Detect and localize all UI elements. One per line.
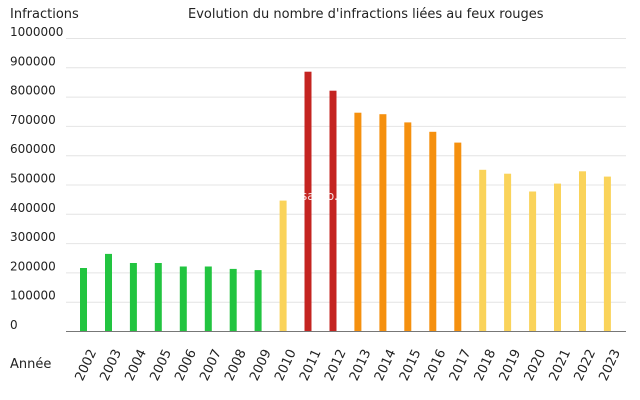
x-tick-label: 2020 (522, 347, 550, 383)
x-tick-label: 2006 (172, 347, 200, 383)
bar (105, 253, 112, 331)
y-tick-label: 600000 (10, 142, 56, 156)
y-tick-label: 300000 (10, 230, 56, 244)
y-tick-label: 800000 (10, 84, 56, 98)
x-tick-label: 2023 (596, 347, 624, 383)
bar (529, 191, 537, 331)
bar (179, 266, 187, 331)
bar (254, 270, 262, 331)
bar (129, 263, 137, 331)
y-tick-label: 200000 (10, 259, 56, 273)
bar (504, 173, 512, 331)
y-tick-label: 400000 (10, 201, 56, 215)
x-tick-label: 2003 (97, 347, 125, 383)
bar (279, 200, 287, 331)
x-axis-title: Année (10, 357, 52, 372)
bar (304, 71, 312, 331)
x-tick-label: 2018 (472, 347, 500, 383)
bar (80, 268, 87, 331)
x-tick-label: 2014 (372, 347, 400, 383)
y-tick-label: 0 (10, 318, 18, 332)
y-tick-label: 700000 (10, 113, 56, 127)
y-tick-label: 100000 (10, 289, 56, 303)
bar (229, 268, 237, 331)
x-tick-label: 2016 (422, 347, 450, 383)
chart-title: Evolution du nombre d'infractions liées … (188, 7, 544, 22)
x-tick-label: 2010 (272, 347, 300, 383)
bar (454, 142, 462, 331)
bar (554, 183, 561, 331)
bar (329, 90, 337, 331)
bar (379, 114, 387, 331)
y-tick-label: 1000000 (10, 25, 63, 39)
x-tick-label: 2004 (122, 347, 150, 383)
x-tick-label: 2012 (322, 347, 350, 383)
x-tick-label: 2021 (547, 347, 575, 383)
bar (579, 171, 586, 331)
x-tick-label: 2009 (247, 347, 275, 383)
bar (603, 176, 611, 331)
bar (354, 112, 362, 331)
bar (404, 122, 412, 332)
bar (479, 169, 487, 331)
x-tick-label: 2008 (222, 347, 250, 383)
y-tick-label: 500000 (10, 172, 56, 186)
watermark: Fichesauto.fr (270, 189, 347, 203)
x-tick-label: 2022 (572, 347, 600, 383)
x-tick-label: 2011 (297, 347, 325, 383)
x-tick-label: 2007 (197, 347, 225, 383)
x-tick-label: 2015 (397, 347, 425, 383)
bar (429, 131, 437, 331)
x-tick-label: 2013 (347, 347, 375, 383)
y-axis-title: Infractions (10, 7, 79, 22)
x-tick-label: 2019 (497, 347, 525, 383)
bar (154, 263, 162, 331)
x-tick-label: 2017 (447, 347, 475, 383)
bar (204, 266, 212, 331)
y-tick-label: 900000 (10, 54, 56, 68)
x-tick-label: 2002 (73, 347, 101, 383)
x-tick-label: 2005 (147, 347, 175, 383)
